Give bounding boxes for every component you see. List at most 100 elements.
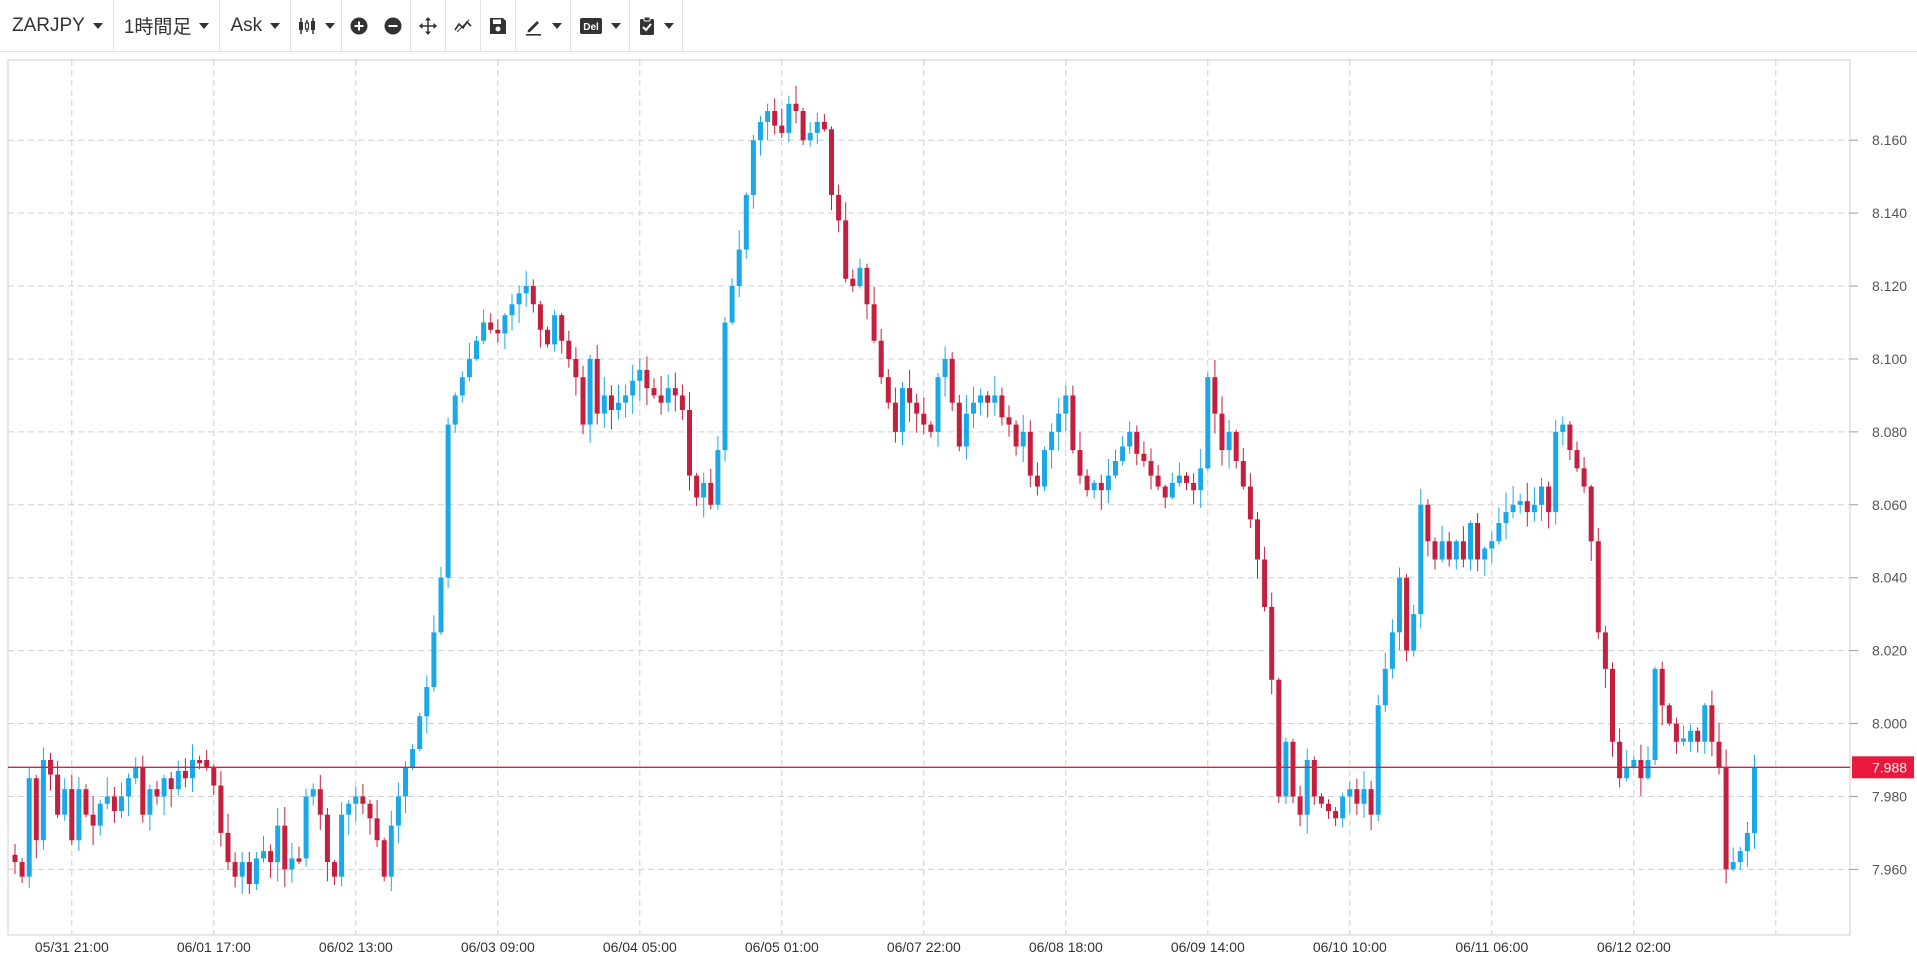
- candle-body: [317, 789, 323, 815]
- x-tick-label: 06/01 17:00: [177, 939, 251, 955]
- candle-body: [1091, 482, 1097, 491]
- candle-body: [1602, 632, 1608, 669]
- candle-body: [97, 803, 103, 826]
- zoom-out-button[interactable]: [376, 0, 410, 51]
- candle-body: [829, 129, 834, 195]
- candle-body: [197, 760, 203, 764]
- indicator-button[interactable]: [446, 0, 480, 51]
- move-button[interactable]: [411, 0, 445, 51]
- y-axis: 7.960 7.980 8.000 8.020 8.040 8.060 8.080 8.100…: [1850, 132, 1907, 877]
- candle-body: [1191, 482, 1197, 491]
- candle-body: [1354, 789, 1360, 804]
- candle-body: [1595, 541, 1601, 633]
- candle-body: [694, 475, 700, 498]
- y-tick-label: 8.000: [1872, 716, 1907, 732]
- candle-body: [445, 424, 451, 578]
- candle-body: [1113, 461, 1118, 476]
- candle-body: [687, 410, 692, 476]
- y-tick-label: 8.080: [1872, 424, 1907, 440]
- candle-body: [1042, 450, 1047, 487]
- chart-area[interactable]: 7.960 7.980 8.000 8.020 8.040 8.060 8.080 8.100…: [0, 52, 1917, 966]
- candle-body: [388, 825, 394, 877]
- candle-body: [1098, 482, 1104, 491]
- candle-body: [1546, 486, 1552, 513]
- candle-body: [807, 132, 813, 141]
- chevron-down-icon: [325, 22, 336, 29]
- candle-body: [168, 778, 174, 790]
- candle-body: [1517, 501, 1523, 505]
- chart-type-selector[interactable]: [291, 0, 343, 51]
- x-tick-label: 06/08 18:00: [1029, 939, 1103, 955]
- candle-body: [332, 862, 337, 877]
- candle-body: [509, 304, 515, 316]
- candle-body: [821, 121, 827, 130]
- candle-body: [1652, 668, 1658, 760]
- candle-body: [374, 818, 380, 841]
- draw-tool-selector[interactable]: [516, 0, 570, 51]
- price-chart[interactable]: 7.960 7.980 8.000 8.020 8.040 8.060 8.080 8.100…: [0, 52, 1917, 961]
- candle-body: [1397, 577, 1402, 633]
- candle-body: [225, 832, 231, 863]
- candle-body: [1581, 468, 1587, 487]
- candle-body: [1737, 851, 1743, 863]
- plot-frame: [7, 59, 1851, 936]
- candle-body: [1446, 541, 1452, 560]
- candle-body: [971, 402, 976, 414]
- candle-body: [516, 293, 522, 305]
- candle-body: [40, 760, 46, 841]
- x-tick-label: 06/04 05:00: [603, 939, 677, 955]
- candle-body: [729, 286, 735, 323]
- candle-body: [1141, 453, 1147, 462]
- price-type-selector[interactable]: Ask: [220, 0, 292, 51]
- save-button[interactable]: [481, 0, 515, 51]
- candle-body: [1553, 431, 1559, 513]
- candle-body: [76, 789, 82, 841]
- candle-body: [843, 220, 849, 279]
- candle-body: [1368, 789, 1374, 815]
- candle-body: [310, 789, 316, 797]
- x-tick-label: 05/31 21:00: [35, 939, 109, 955]
- grid: [8, 60, 1850, 935]
- candle-body: [459, 377, 465, 396]
- candle-body: [878, 340, 884, 378]
- candle-body: [892, 402, 898, 432]
- candle-body: [55, 774, 61, 815]
- indicator-icon: [454, 19, 472, 32]
- candle-body: [275, 825, 281, 863]
- symbol-selector[interactable]: ZARJPY: [0, 0, 114, 51]
- x-tick-label: 06/05 01:00: [745, 939, 819, 955]
- candle-body: [708, 482, 714, 505]
- candle-body: [743, 194, 749, 250]
- candle-body: [1006, 417, 1012, 425]
- candle-body: [559, 315, 565, 341]
- candle-body: [239, 862, 245, 877]
- candle-body: [637, 369, 643, 381]
- candle-body: [381, 840, 387, 877]
- candle-body: [303, 796, 309, 859]
- candle-body: [523, 286, 529, 294]
- order-tool-selector[interactable]: [630, 0, 682, 51]
- candle-body: [1326, 803, 1331, 812]
- candle-body: [346, 803, 352, 815]
- delete-selector[interactable]: Del: [571, 0, 629, 51]
- zoom-out-icon: [384, 17, 402, 34]
- candle-body: [1013, 424, 1019, 447]
- candle-body: [1375, 705, 1381, 815]
- candle-body: [452, 395, 458, 425]
- candle-body: [850, 278, 856, 287]
- candle-body: [1276, 679, 1282, 797]
- candle-body: [1496, 523, 1502, 542]
- candle-body: [353, 796, 359, 804]
- candle-body: [1453, 541, 1459, 560]
- candle-body: [537, 304, 543, 330]
- candle-body: [1468, 523, 1473, 560]
- candle-body: [1510, 504, 1516, 513]
- candle-body: [69, 789, 75, 841]
- candle-body: [1744, 832, 1750, 852]
- zoom-in-button[interactable]: [342, 0, 376, 51]
- candle-body: [814, 121, 820, 133]
- candle-body: [786, 103, 792, 133]
- chevron-down-icon: [552, 22, 563, 29]
- candles: [12, 85, 1757, 894]
- timeframe-selector[interactable]: 1時間足: [114, 0, 221, 51]
